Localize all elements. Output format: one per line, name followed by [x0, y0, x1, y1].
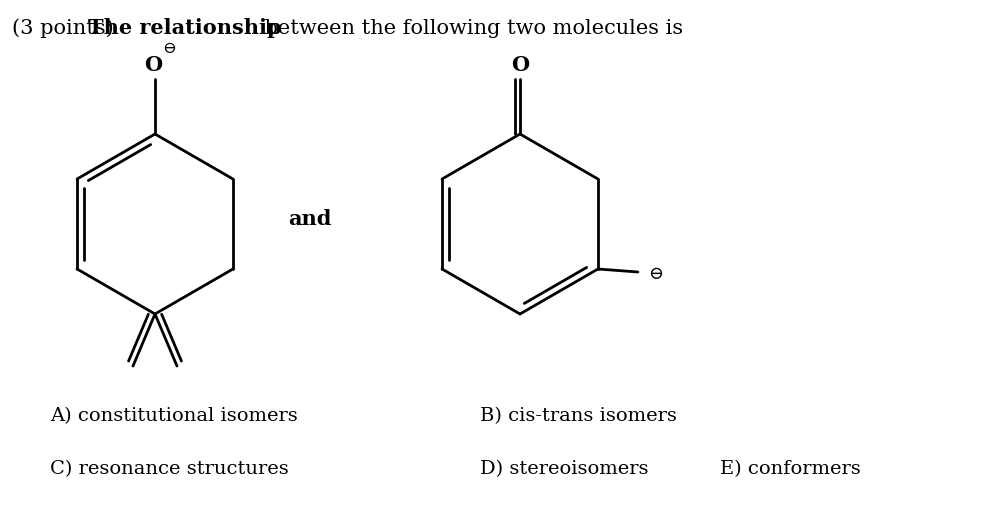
Text: The relationship: The relationship — [88, 18, 282, 38]
Text: ⊖: ⊖ — [162, 40, 176, 57]
Text: ⊖: ⊖ — [649, 265, 664, 283]
Text: C) resonance structures: C) resonance structures — [50, 460, 289, 478]
Text: (3 points): (3 points) — [12, 18, 121, 38]
Text: O: O — [144, 55, 162, 75]
Text: and: and — [289, 209, 332, 229]
Text: A) constitutional isomers: A) constitutional isomers — [50, 407, 298, 425]
Text: O: O — [511, 55, 529, 75]
Text: D) stereoisomers: D) stereoisomers — [480, 460, 649, 478]
Text: between the following two molecules is: between the following two molecules is — [258, 18, 683, 38]
Text: E) conformers: E) conformers — [720, 460, 861, 478]
Text: B) cis-trans isomers: B) cis-trans isomers — [480, 407, 677, 425]
